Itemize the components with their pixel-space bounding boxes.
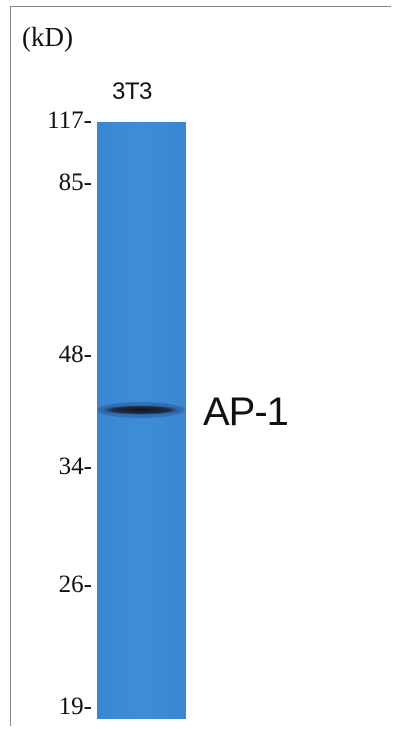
marker-85: 85-: [58, 169, 92, 196]
band-label-ap1: AP-1: [203, 390, 289, 434]
membrane: [97, 122, 186, 719]
figure-frame: [10, 6, 391, 726]
marker-48: 48-: [58, 341, 92, 368]
marker-34: 34-: [58, 453, 92, 480]
marker-26: 26-: [58, 571, 92, 598]
marker-19: 19-: [58, 693, 92, 720]
marker-117: 117-: [47, 107, 92, 134]
blot-lane: [97, 122, 186, 719]
ap1-band: [100, 405, 182, 415]
unit-label: (kD): [22, 22, 73, 52]
lane-label-3t3: 3T3: [112, 78, 152, 105]
